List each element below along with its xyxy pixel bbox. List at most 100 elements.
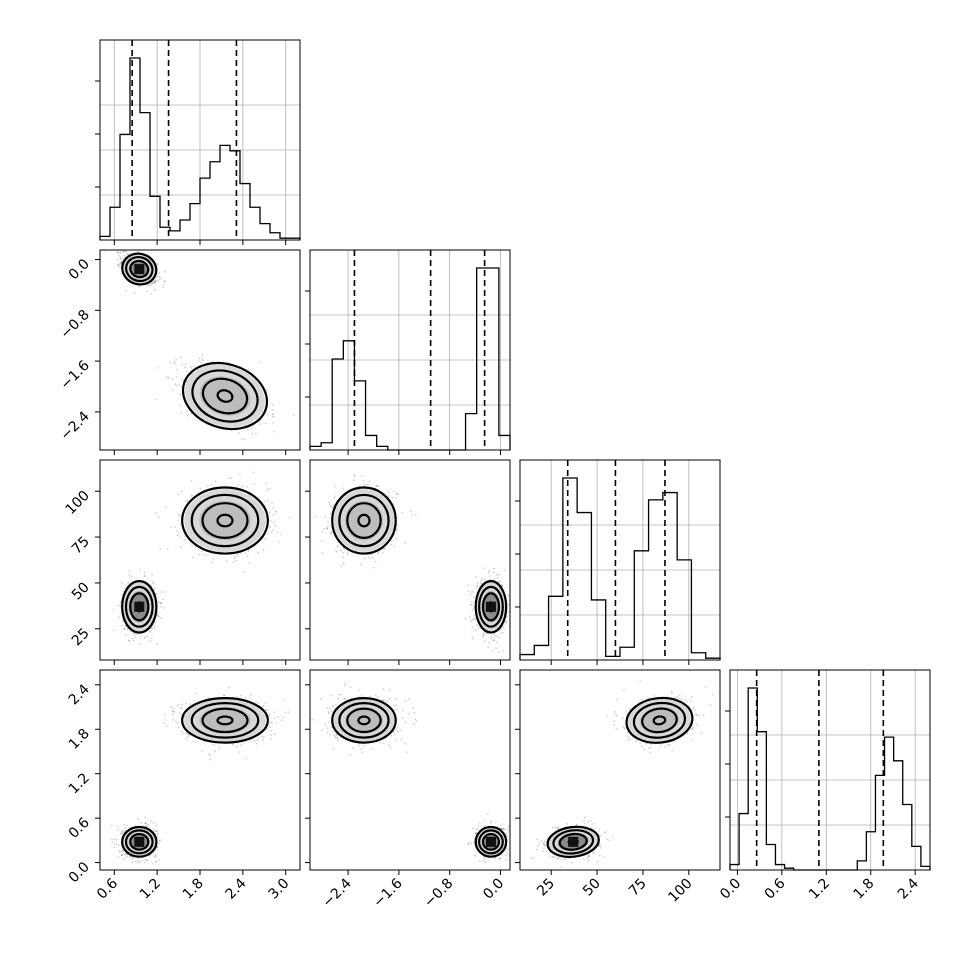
sample-point bbox=[268, 487, 271, 490]
sample-point bbox=[492, 639, 495, 642]
sample-point bbox=[191, 544, 193, 547]
sample-point bbox=[501, 585, 504, 587]
sample-point bbox=[497, 651, 500, 653]
y-tick-label: 75 bbox=[69, 534, 93, 558]
sample-point bbox=[471, 609, 474, 612]
sample-point bbox=[343, 548, 346, 550]
contour-line bbox=[121, 252, 158, 286]
sample-point bbox=[470, 591, 473, 593]
sample-point bbox=[122, 830, 125, 832]
sample-point bbox=[363, 557, 366, 560]
sample-point bbox=[121, 582, 123, 584]
sample-point bbox=[323, 528, 325, 530]
sample-point bbox=[129, 630, 132, 633]
sample-point bbox=[121, 593, 123, 596]
sample-point bbox=[166, 375, 169, 378]
sample-point bbox=[120, 854, 123, 857]
sample-point bbox=[264, 422, 267, 425]
sample-point bbox=[393, 545, 395, 548]
sample-point bbox=[175, 376, 178, 379]
sample-point bbox=[134, 636, 137, 638]
sample-point bbox=[247, 368, 250, 371]
sample-point bbox=[329, 504, 332, 507]
sample-point bbox=[251, 433, 254, 435]
sample-point bbox=[505, 621, 508, 623]
sample-point bbox=[121, 853, 124, 856]
sample-point bbox=[197, 360, 200, 362]
sample-point bbox=[490, 637, 492, 640]
sample-point bbox=[248, 562, 251, 565]
sample-point bbox=[162, 598, 165, 601]
sample-point bbox=[153, 281, 156, 284]
sample-point bbox=[469, 620, 472, 623]
sample-point bbox=[372, 566, 375, 569]
sample-point bbox=[151, 581, 154, 583]
sample-point bbox=[127, 253, 130, 256]
density-fill bbox=[199, 376, 251, 416]
sample-point bbox=[121, 832, 124, 835]
sample-point bbox=[360, 475, 363, 477]
sample-point bbox=[126, 855, 128, 858]
sample-point bbox=[395, 492, 398, 495]
sample-point bbox=[244, 552, 247, 555]
sample-point bbox=[158, 601, 160, 604]
sample-point bbox=[151, 281, 154, 284]
sample-point bbox=[169, 361, 172, 364]
contour-line bbox=[191, 369, 259, 423]
sample-point bbox=[124, 826, 127, 829]
density-fill bbox=[344, 500, 384, 541]
sample-point bbox=[120, 272, 123, 275]
sample-point bbox=[267, 499, 269, 502]
sample-point bbox=[467, 584, 469, 587]
sample-point bbox=[153, 288, 156, 291]
sample-point bbox=[497, 636, 500, 639]
sample-point bbox=[144, 636, 147, 639]
sample-point bbox=[134, 824, 137, 827]
sample-point bbox=[120, 262, 123, 264]
sample-point bbox=[375, 484, 378, 487]
sample-point bbox=[149, 820, 152, 823]
histogram-panel-4 bbox=[725, 669, 931, 871]
sample-point bbox=[477, 626, 480, 629]
sample-point bbox=[170, 526, 172, 528]
sample-point bbox=[271, 408, 274, 411]
sample-point bbox=[151, 282, 154, 285]
sample-point bbox=[132, 857, 134, 859]
contour-line bbox=[124, 585, 154, 628]
sample-point bbox=[210, 483, 213, 486]
sample-point bbox=[477, 582, 479, 584]
sample-point bbox=[326, 525, 329, 528]
y-tick-label: 25 bbox=[69, 625, 93, 649]
sample-point bbox=[272, 413, 275, 415]
sample-point bbox=[474, 618, 477, 621]
sample-point bbox=[501, 631, 504, 634]
sample-point bbox=[138, 286, 141, 289]
sample-point bbox=[496, 576, 499, 579]
sample-point bbox=[324, 515, 327, 518]
sample-point bbox=[131, 858, 134, 861]
sample-point bbox=[470, 601, 473, 603]
sample-point bbox=[180, 490, 183, 493]
sample-point bbox=[145, 822, 147, 824]
sample-point bbox=[146, 823, 149, 826]
sample-point bbox=[237, 553, 240, 556]
contour-line bbox=[129, 259, 150, 279]
sample-point bbox=[381, 551, 384, 554]
sample-point bbox=[321, 530, 324, 533]
sample-point bbox=[469, 616, 471, 619]
sample-point bbox=[139, 861, 142, 863]
sample-point bbox=[156, 263, 159, 266]
sample-point bbox=[158, 615, 161, 618]
contour-line bbox=[331, 486, 397, 555]
sample-point bbox=[190, 412, 193, 415]
sample-point bbox=[117, 264, 119, 266]
sample-point bbox=[346, 551, 349, 554]
sample-point bbox=[129, 855, 132, 858]
sample-point bbox=[328, 501, 331, 504]
sample-point bbox=[246, 485, 248, 488]
sample-point bbox=[146, 634, 149, 637]
sample-point bbox=[212, 557, 215, 560]
sample-point bbox=[120, 854, 123, 856]
sample-point bbox=[162, 286, 165, 289]
x-tick-label: 0.0 bbox=[717, 876, 744, 903]
